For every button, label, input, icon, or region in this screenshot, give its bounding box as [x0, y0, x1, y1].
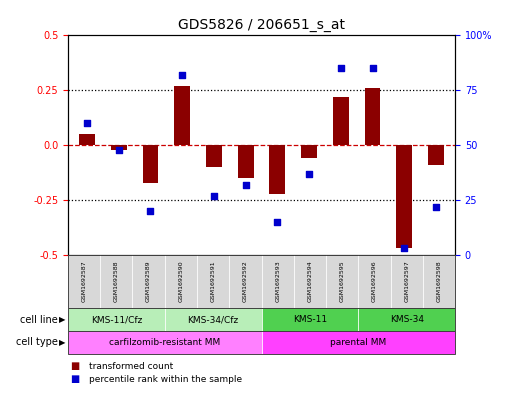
Text: KMS-11/Cfz: KMS-11/Cfz [90, 315, 142, 324]
Point [368, 65, 377, 72]
Text: cell type: cell type [16, 337, 58, 347]
Bar [396, 145, 412, 248]
Text: GSM1692597: GSM1692597 [404, 261, 409, 303]
Text: GDS5826 / 206651_s_at: GDS5826 / 206651_s_at [178, 18, 345, 32]
Text: carfilzomib-resistant MM: carfilzomib-resistant MM [109, 338, 220, 347]
Text: GSM1692594: GSM1692594 [308, 261, 312, 303]
Text: GSM1692596: GSM1692596 [372, 261, 377, 302]
Text: GSM1692588: GSM1692588 [114, 261, 119, 302]
Bar [269, 145, 285, 193]
Bar [111, 145, 127, 150]
Text: GSM1692595: GSM1692595 [339, 261, 345, 302]
Text: GSM1692591: GSM1692591 [211, 261, 215, 302]
Text: ■: ■ [71, 374, 80, 384]
Text: KMS-34: KMS-34 [390, 315, 424, 324]
Bar [333, 97, 349, 145]
Bar [206, 145, 222, 167]
Bar [79, 134, 95, 145]
Point [146, 208, 155, 214]
Text: KMS-34/Cfz: KMS-34/Cfz [188, 315, 238, 324]
Bar [365, 88, 380, 145]
Point [432, 204, 440, 210]
Bar [301, 145, 317, 158]
Text: parental MM: parental MM [330, 338, 386, 347]
Text: KMS-11: KMS-11 [293, 315, 327, 324]
Text: GSM1692587: GSM1692587 [82, 261, 87, 302]
Text: ▶: ▶ [59, 315, 65, 324]
Text: ▶: ▶ [59, 338, 65, 347]
Text: GSM1692590: GSM1692590 [178, 261, 184, 302]
Point [83, 120, 91, 127]
Point [273, 219, 281, 225]
Text: GSM1692598: GSM1692598 [436, 261, 441, 302]
Text: GSM1692589: GSM1692589 [146, 261, 151, 302]
Text: ■: ■ [71, 361, 80, 371]
Point [400, 245, 408, 252]
Bar [174, 86, 190, 145]
Point [305, 171, 313, 177]
Text: cell line: cell line [20, 314, 58, 325]
Point [178, 72, 186, 78]
Point [210, 193, 218, 199]
Bar [143, 145, 158, 183]
Point [115, 147, 123, 153]
Bar [428, 145, 444, 165]
Text: GSM1692592: GSM1692592 [243, 261, 248, 303]
Bar [238, 145, 254, 178]
Text: transformed count: transformed count [89, 362, 173, 371]
Point [337, 65, 345, 72]
Point [242, 182, 250, 188]
Text: GSM1692593: GSM1692593 [275, 261, 280, 303]
Text: percentile rank within the sample: percentile rank within the sample [89, 375, 242, 384]
